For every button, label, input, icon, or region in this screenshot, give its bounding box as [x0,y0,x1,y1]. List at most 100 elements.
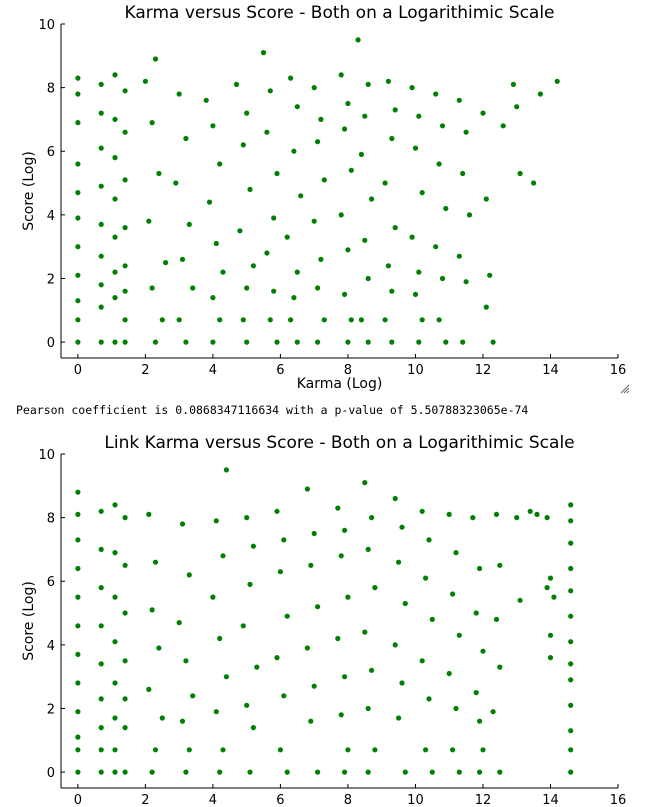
scatter-point [477,565,483,572]
x-tick-label: 6 [276,793,284,807]
scatter-point [75,190,81,196]
scatter-point [98,725,104,731]
scatter-point [250,543,256,549]
scatter-point [75,215,81,221]
scatter-point [342,769,348,775]
scatter-point [281,693,287,699]
karma-score-chart-svg: Karma versus Score - Both on a Logarithi… [21,3,626,392]
scatter-point [423,575,429,581]
x-tick-label: 10 [407,793,424,807]
scatter-point [473,690,479,696]
scatter-point [112,639,118,645]
scatter-point [122,263,128,269]
scatter-point [98,623,104,629]
scatter-point [362,113,368,119]
scatter-point [75,623,81,629]
scatter-point [112,502,118,508]
scatter-point [179,521,186,527]
scatter-point [173,180,179,186]
scatter-point [416,269,422,275]
scatter-point [321,317,327,323]
scatter-point [439,275,446,282]
scatter-point [288,317,294,323]
scatter-point [98,183,104,189]
scatter-point [294,104,300,110]
scatter-point [365,339,371,345]
scatter-point [385,78,391,84]
scatter-point [183,135,189,142]
scatter-point [149,120,155,126]
scatter-point [75,298,81,304]
scatter-point [98,585,104,591]
scatter-point [206,199,213,205]
scatter-point [369,667,375,673]
scatter-point [568,588,574,594]
scatter-point [186,747,192,753]
scatter-point [568,747,574,753]
scatter-point [409,85,415,91]
scatter-point [98,508,104,514]
scatter-point [517,597,523,603]
y-tick-label: 6 [47,145,55,160]
scatter-point [213,709,219,715]
scatter-point [480,648,486,654]
scatter-point [382,180,388,186]
scatter-point [338,72,344,78]
scatter-point [274,170,280,177]
scatter-point [98,221,104,227]
scatter-point [176,620,182,626]
scatter-point [315,604,321,610]
scatter-point [473,610,479,616]
scatter-point [260,50,267,56]
scatter-point [244,339,250,345]
scatter-point [311,85,317,91]
scatter-point [112,680,118,686]
scatter-point [223,674,229,680]
scatter-point [358,317,364,323]
scatter-point [217,769,223,775]
scatter-point [514,515,520,521]
scatter-point [75,272,81,278]
scatter-point [544,515,550,521]
scatter-point [75,747,81,753]
scatter-point [304,645,310,651]
scatter-point [568,769,574,775]
scatter-point [240,317,246,323]
scatter-point [112,715,118,721]
scatter-point [568,639,574,645]
scatter-point [419,508,425,514]
scatter-points [75,467,574,775]
scatter-point [152,56,159,62]
y-tick-label: 10 [38,18,55,33]
scatter-point [288,75,294,81]
scatter-point [318,256,324,262]
scatter-point [152,559,159,565]
scatter-point [416,113,422,119]
scatter-point [267,317,273,323]
scatter-point [568,677,574,683]
scatter-point [247,581,253,587]
x-tick-label: 0 [74,793,82,807]
scatter-point [186,221,192,227]
scatter-point [338,212,344,218]
scatter-point [146,218,152,224]
y-tick-label: 4 [47,209,55,224]
scatter-point [348,317,354,323]
scatter-point [244,285,250,291]
scatter-point [446,511,452,517]
scatter-point [453,705,459,712]
resize-grip-icon[interactable] [620,384,630,394]
scatter-point [456,97,462,103]
scatter-point [547,655,554,661]
scatter-point [466,212,473,218]
scatter-point [223,467,229,473]
scatter-point [389,339,395,345]
x-tick-label: 14 [542,793,559,807]
scatter-point [510,81,516,87]
scatter-point [149,285,155,291]
scatter-point [531,180,537,186]
scatter-point [419,658,425,664]
scatter-point [311,218,317,224]
scatter-point [392,642,398,648]
scatter-point [527,508,533,514]
